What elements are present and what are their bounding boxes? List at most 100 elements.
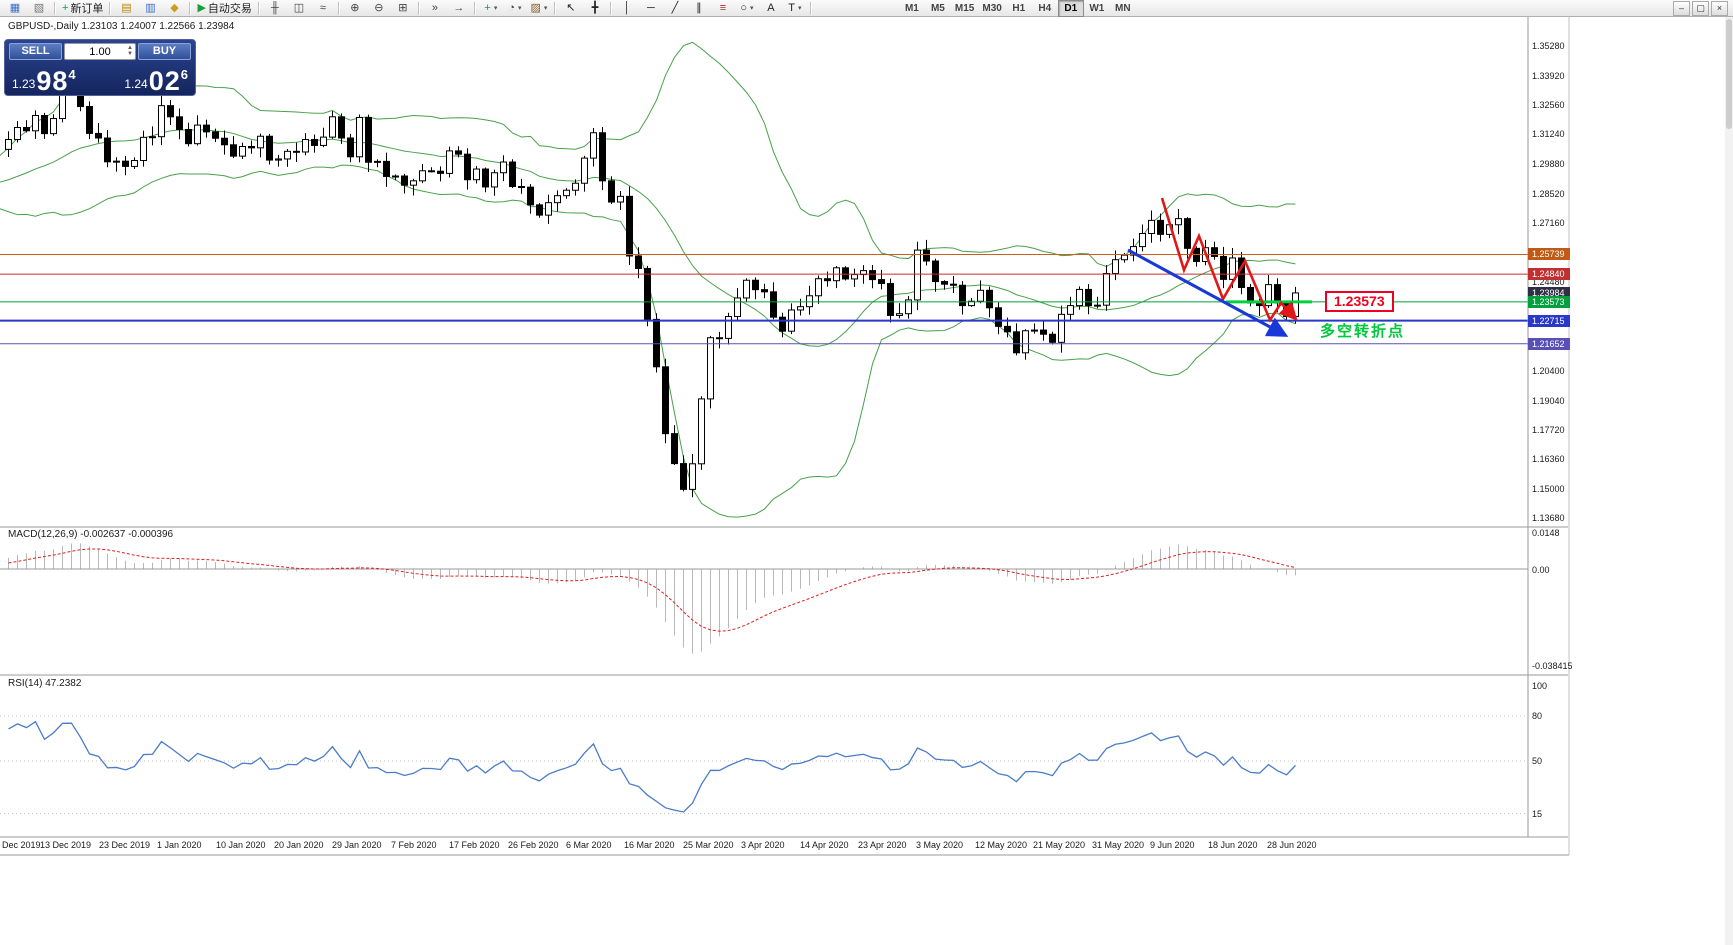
zoom-out-button[interactable]: ⊖: [367, 0, 391, 17]
timeframe-m5[interactable]: M5: [930, 2, 945, 14]
timeframe-m1[interactable]: M1: [904, 2, 919, 14]
timeframe-h1[interactable]: H1: [1012, 2, 1026, 14]
autotrade-button[interactable]: ▶ 自动交易: [194, 0, 254, 17]
spinner-down-icon[interactable]: ▼: [127, 51, 133, 57]
timeframe-h4[interactable]: H4: [1038, 2, 1052, 14]
minimize-window-button[interactable]: –: [1673, 0, 1690, 16]
price-tick: 1.19040: [1532, 395, 1565, 406]
restore-window-button[interactable]: ▢: [1692, 0, 1709, 16]
price-tick: 1.28520: [1532, 188, 1565, 199]
macd-axis-tick: -0.038415: [1532, 661, 1573, 672]
trendline-button[interactable]: ╱: [663, 0, 687, 17]
price-tick: 1.20400: [1532, 366, 1565, 377]
fibonacci-button[interactable]: ≡: [711, 0, 735, 17]
date-label: 31 May 2020: [1092, 840, 1145, 850]
autotrade-icon: ▶: [197, 1, 206, 14]
sell-price: 1.23 98 4: [12, 66, 76, 96]
one-click-trading-panel: SELL 1.00 ▲ ▼ BUY 1.23 98 4 1.24 02 6: [4, 39, 196, 96]
vertical-line-button[interactable]: │: [615, 0, 639, 17]
sell-price-big: 98: [36, 66, 69, 96]
navigator-button[interactable]: ◆: [162, 0, 186, 17]
market-watch-icon: ▤: [121, 1, 132, 14]
auto-scroll-button[interactable]: »: [423, 0, 447, 17]
zoom-in-button[interactable]: ⊕: [343, 0, 367, 17]
toolbar-separator: [809, 1, 812, 15]
timeframe-toolbar: M1 M5 M15 M30 H1 H4 D1 W1 MN: [899, 0, 1136, 17]
date-label: 10 Jan 2020: [216, 840, 266, 850]
toolbar-separator: [609, 1, 612, 15]
new-chart-button[interactable]: ▦: [3, 0, 27, 17]
trend-arrow-annotation[interactable]: [1127, 248, 1289, 337]
text-button[interactable]: A: [759, 0, 783, 17]
volume-input[interactable]: 1.00 ▲ ▼: [64, 43, 136, 60]
price-tick: 1.17720: [1532, 424, 1565, 435]
price-badge: 1.23573: [1528, 295, 1570, 308]
indicators-button[interactable]: + ▾: [479, 0, 503, 17]
toolbar-separator: [54, 1, 56, 15]
timeframe-m15[interactable]: M15: [954, 2, 975, 14]
macd-axis-tick: 0.00: [1532, 565, 1550, 575]
toolbar-separator: [109, 1, 112, 15]
timeframe-mn[interactable]: MN: [1115, 2, 1131, 14]
buy-price: 1.24 02 6: [124, 66, 188, 96]
periods-dropdown-icon: ▾: [517, 5, 522, 12]
date-label: 17 Feb 2020: [449, 840, 500, 850]
price-axis[interactable]: 1.35280 1.33920 1.32560 1.31240 1.29880 1.285…: [1528, 0, 1573, 860]
rsi-axis-tick: 100: [1532, 681, 1548, 691]
shapes-button[interactable]: ○ ▾: [735, 0, 759, 17]
window-controls: – ▢ ×: [1673, 0, 1730, 16]
bollinger-lower-band[interactable]: [0, 164, 1296, 518]
cursor-button[interactable]: ↖: [559, 0, 583, 17]
date-label: 16 Mar 2020: [624, 840, 675, 850]
auto-scroll-icon: »: [431, 1, 438, 14]
tile-windows-button[interactable]: ⊞: [391, 0, 415, 17]
volume-spinner[interactable]: ▲ ▼: [127, 45, 133, 57]
periods-button[interactable]: ◔ ▾: [503, 0, 527, 17]
bar-chart-button[interactable]: ╫: [263, 0, 287, 17]
price-tick: 1.31240: [1532, 129, 1565, 140]
date-label: 25 Mar 2020: [683, 840, 734, 850]
sell-price-prefix: 1.23: [12, 77, 36, 91]
arrows-button[interactable]: T ▾: [783, 0, 807, 17]
timeframe-d1[interactable]: D1: [1057, 0, 1084, 17]
templates-dropdown-icon: ▾: [543, 5, 548, 12]
close-window-button[interactable]: ×: [1711, 0, 1728, 16]
scrollbar-thumb[interactable]: [1726, 19, 1732, 129]
timeframe-w1[interactable]: W1: [1089, 2, 1105, 14]
vertical-scrollbar[interactable]: [1725, 17, 1733, 945]
data-window-icon: ▥: [145, 1, 156, 14]
vertical-line-icon: │: [623, 1, 631, 14]
chart-shift-button[interactable]: →: [447, 0, 471, 17]
candlestick-chart-button[interactable]: ◫: [287, 0, 311, 17]
data-window-button[interactable]: ▥: [138, 0, 162, 17]
turning-point-note[interactable]: 多空转折点: [1320, 323, 1406, 340]
timeframe-m30[interactable]: M30: [982, 2, 1002, 14]
price-tick: 1.27160: [1532, 218, 1565, 229]
bollinger-upper-band[interactable]: [0, 41, 1296, 267]
rsi-line: [8, 720, 1296, 813]
chart-profiles-button[interactable]: ▧: [27, 0, 51, 17]
sell-button[interactable]: SELL: [9, 43, 62, 60]
cursor-icon: ↖: [566, 1, 576, 14]
zigzag-annotation[interactable]: [1160, 197, 1298, 323]
horizontal-line-button[interactable]: ─: [639, 0, 663, 17]
buy-button[interactable]: BUY: [138, 43, 191, 60]
equidistant-channel-button[interactable]: ∥: [687, 0, 711, 17]
date-label: 7 Feb 2020: [391, 840, 437, 850]
toolbar-separator: [337, 1, 340, 15]
arrows-dropdown-icon: ▾: [798, 5, 802, 12]
line-chart-button[interactable]: ≈: [311, 0, 335, 17]
horizontal-line-icon: ─: [647, 1, 655, 14]
crosshair-button[interactable]: ╋: [583, 0, 607, 17]
buy-price-big: 02: [148, 66, 181, 96]
candlesticks[interactable]: [5, 83, 1299, 498]
arrows-icon: T: [788, 1, 796, 14]
new-order-button[interactable]: + 新订单: [59, 0, 106, 17]
market-watch-button[interactable]: ▤: [114, 0, 138, 17]
price-callout-box[interactable]: 1.23573: [1325, 291, 1394, 312]
spinner-up-icon[interactable]: ▲: [127, 45, 133, 51]
templates-button[interactable]: ▨ ▾: [527, 0, 551, 17]
macd-label: MACD(12,26,9) -0.002637 -0.000396: [8, 529, 174, 540]
date-axis[interactable]: Dec 2019 13 Dec 2019 23 Dec 2019 1 Jan 2020…: [0, 840, 1540, 852]
